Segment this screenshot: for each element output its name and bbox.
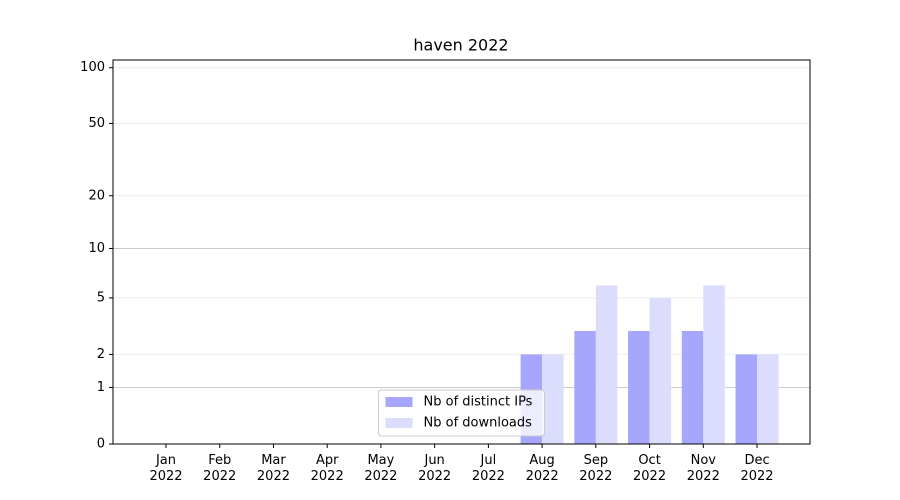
legend-label: Nb of distinct IPs bbox=[424, 395, 533, 410]
chart-title: haven 2022 bbox=[413, 36, 508, 55]
bar bbox=[595, 285, 618, 444]
bar bbox=[735, 354, 758, 444]
x-tick-label: Aug 2022 bbox=[525, 453, 559, 484]
bar bbox=[628, 330, 650, 444]
x-tick-label: May 2022 bbox=[364, 453, 398, 484]
x-tick-label: Mar 2022 bbox=[256, 453, 290, 484]
bar bbox=[757, 354, 779, 444]
y-tick-label: 10 bbox=[88, 241, 105, 256]
x-tick-label: Dec 2022 bbox=[740, 453, 774, 484]
bar bbox=[574, 330, 596, 444]
x-tick-label: Jun 2022 bbox=[418, 453, 452, 484]
y-tick-label: 5 bbox=[97, 290, 105, 305]
bar bbox=[542, 354, 564, 444]
y-tick-label: 100 bbox=[80, 60, 105, 75]
legend: Nb of distinct IPs Nb of downloads bbox=[378, 389, 545, 437]
y-tick-label: 20 bbox=[88, 188, 105, 203]
plot-frame bbox=[112, 59, 811, 445]
bar bbox=[703, 285, 725, 444]
y-tick-label: 50 bbox=[88, 116, 105, 131]
legend-swatch bbox=[385, 418, 413, 428]
x-tick-label: Sep 2022 bbox=[579, 453, 613, 484]
legend-label: Nb of downloads bbox=[424, 416, 533, 431]
x-tick-label: Jul 2022 bbox=[471, 453, 505, 484]
legend-box bbox=[378, 389, 545, 437]
legend-swatch bbox=[385, 397, 413, 407]
y-tick-label: 0 bbox=[97, 437, 105, 452]
y-tick-label: 2 bbox=[97, 347, 105, 362]
x-tick-label: Jan 2022 bbox=[149, 453, 183, 484]
x-tick-label: Apr 2022 bbox=[310, 453, 344, 484]
bar bbox=[649, 297, 672, 444]
y-tick-label: 1 bbox=[97, 380, 105, 395]
bar bbox=[681, 330, 704, 444]
x-tick-label: Oct 2022 bbox=[633, 453, 667, 484]
x-tick-label: Nov 2022 bbox=[686, 453, 720, 484]
x-tick-label: Feb 2022 bbox=[203, 453, 237, 484]
